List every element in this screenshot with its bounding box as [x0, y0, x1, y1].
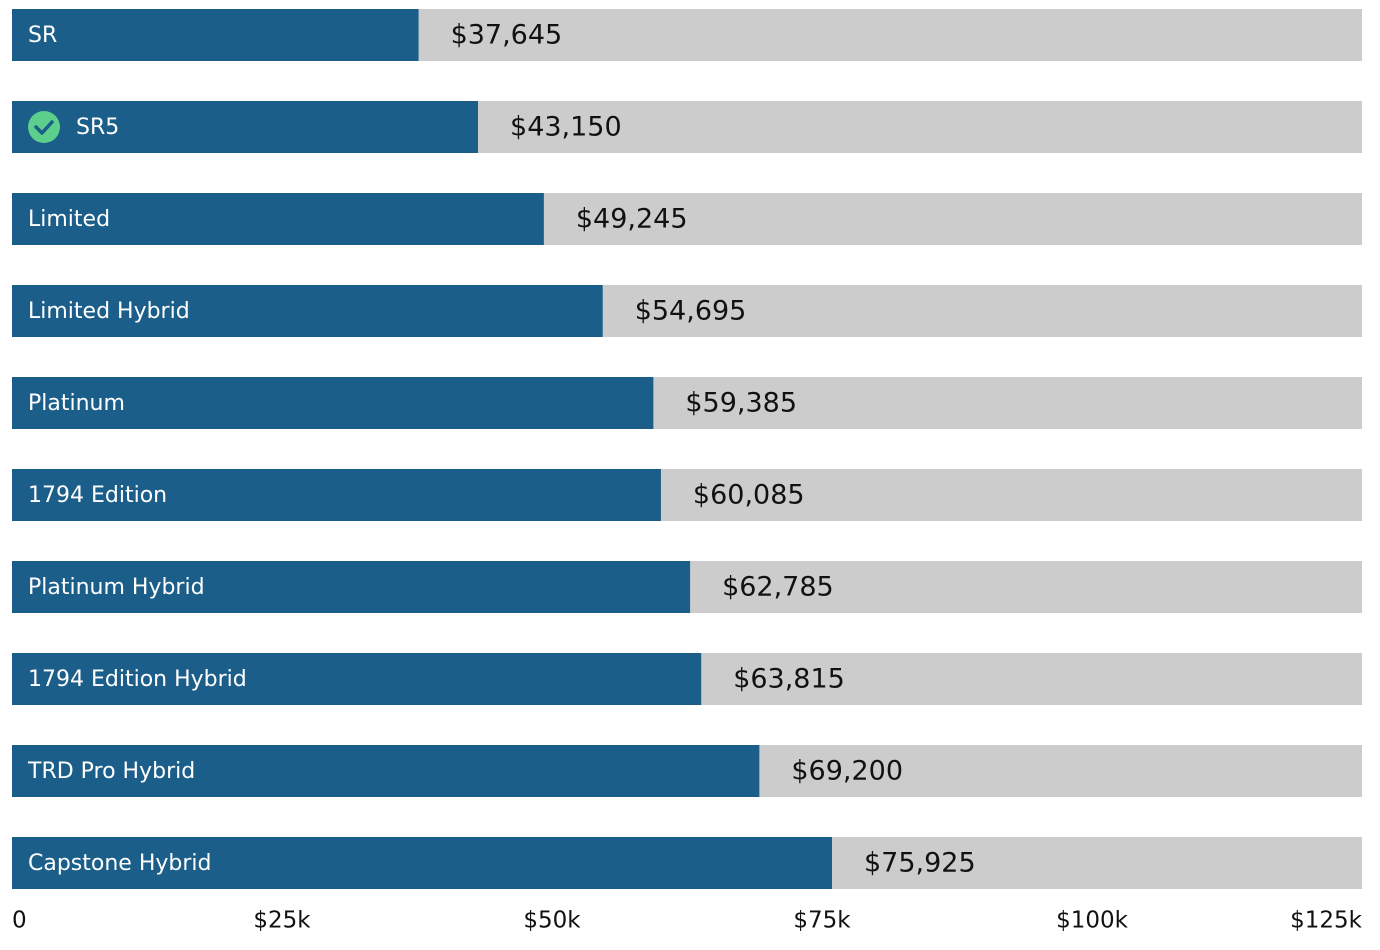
value-label: $62,785	[722, 572, 834, 603]
value-label: $59,385	[685, 388, 797, 419]
category-label: 1794 Edition	[28, 483, 167, 508]
value-label: $75,925	[864, 848, 976, 879]
bar	[12, 745, 760, 797]
value-label: $43,150	[510, 112, 622, 143]
category-label: Limited	[28, 207, 110, 232]
x-tick-label: $75k	[793, 908, 851, 934]
x-tick-label: 0	[12, 908, 27, 934]
x-tick-label: $100k	[1056, 908, 1129, 934]
check-mark	[34, 120, 54, 135]
selected-icon	[28, 111, 60, 143]
bar	[12, 377, 654, 429]
category-label: Limited Hybrid	[28, 299, 190, 324]
x-tick-label: $50k	[523, 908, 581, 934]
value-label: $69,200	[791, 756, 903, 787]
x-tick-label: $125k	[1290, 908, 1363, 934]
value-label: $37,645	[451, 20, 563, 51]
value-label: $60,085	[693, 480, 805, 511]
bar	[12, 469, 661, 521]
x-tick-label: $25k	[253, 908, 311, 934]
category-label: Platinum Hybrid	[28, 575, 205, 600]
category-label: SR	[28, 23, 57, 48]
bar	[12, 9, 419, 61]
bar	[12, 285, 603, 337]
category-label: Capstone Hybrid	[28, 851, 211, 876]
category-label: 1794 Edition Hybrid	[28, 667, 247, 692]
value-label: $54,695	[635, 296, 747, 327]
category-label: Platinum	[28, 391, 125, 416]
bar	[12, 101, 479, 153]
bar	[12, 653, 702, 705]
category-label: SR5	[76, 115, 119, 140]
value-label: $63,815	[733, 664, 845, 695]
bar	[12, 193, 544, 245]
value-label: $49,245	[576, 204, 688, 235]
bar	[12, 561, 691, 613]
bar	[12, 837, 832, 889]
category-label: TRD Pro Hybrid	[27, 759, 195, 784]
